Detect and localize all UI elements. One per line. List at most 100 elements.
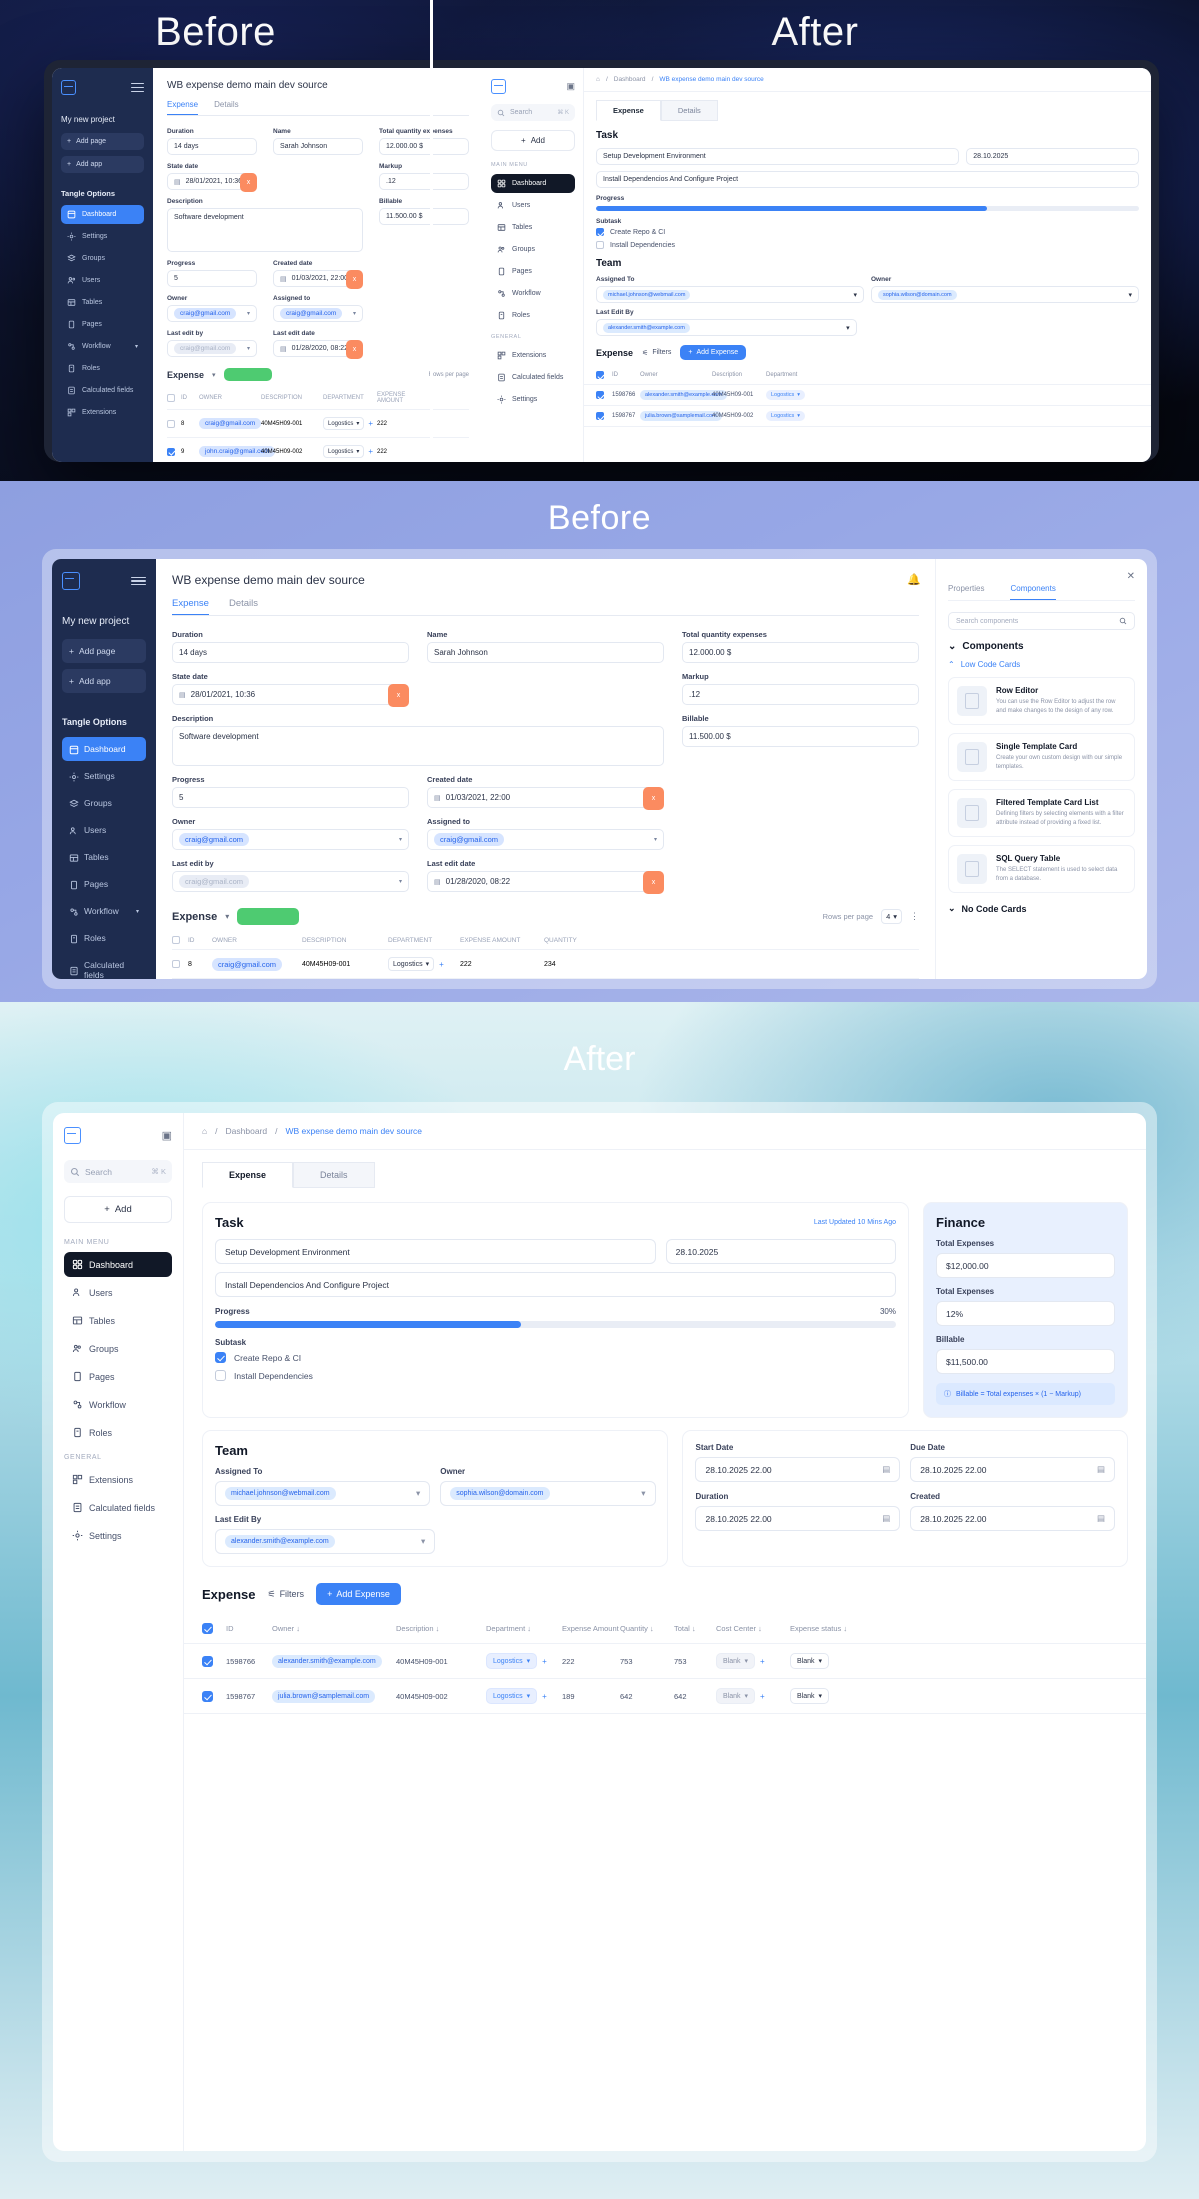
sidebar-item-pages[interactable]: Pages (64, 1364, 172, 1389)
duration-input[interactable]: 14 days (167, 138, 257, 155)
sidebar-item-users[interactable]: Users (491, 196, 575, 215)
component-card[interactable]: Single Template Card Create your own cust… (948, 733, 1135, 781)
sidebar-item-dashboard[interactable]: Dashboard (62, 737, 146, 761)
last-edit-by-select[interactable]: craig@gmail.com ▾ (172, 871, 409, 892)
last-edit-select[interactable]: alexander.smith@example.com ▾ (215, 1529, 436, 1554)
tab-details[interactable]: Details (293, 1162, 375, 1188)
table-row[interactable]: 1598767 julia.brown@samplemail.com 40M45… (584, 406, 1151, 427)
cell-department[interactable]: Logostics ▾ (766, 411, 806, 421)
assigned-select[interactable]: craig@gmail.com ▾ (427, 829, 664, 850)
add-expense-button[interactable]: + Add Expense (316, 1583, 401, 1605)
add-page-button[interactable]: + Add page (61, 133, 144, 150)
task-date-input[interactable]: 28.10.2025 (665, 1239, 896, 1264)
total-expenses-input[interactable]: $12,000.00 (936, 1253, 1115, 1278)
select-all-checkbox[interactable] (596, 371, 604, 379)
progress-input[interactable]: 5 (172, 787, 409, 808)
subtask-item[interactable]: Install Dependencies (596, 241, 1139, 249)
tab-expense[interactable]: Expense (167, 100, 199, 115)
col-id[interactable]: ID (612, 372, 618, 378)
table-row[interactable]: 1598766 alexander.smith@example.com 40M4… (184, 1644, 1146, 1679)
sidebar-item-groups[interactable]: Groups (61, 249, 144, 268)
col-amount[interactable]: EXPENSE AMOUNT (377, 392, 406, 404)
clear-button[interactable]: x (346, 270, 363, 289)
row-checkbox[interactable] (167, 419, 175, 428)
tab-details[interactable]: Details (214, 100, 239, 109)
add-button[interactable]: + Add (64, 1196, 172, 1223)
search-box[interactable]: Search ⌘ K (491, 104, 575, 121)
sidebar-item-extensions[interactable]: Extensions (491, 346, 575, 365)
clear-button[interactable]: x (643, 871, 664, 894)
export-button[interactable] (223, 368, 272, 381)
chevron-down-icon[interactable]: ▾ (212, 371, 216, 379)
cell-department[interactable]: Logostics ▾ (323, 445, 365, 458)
col-id[interactable]: ID (226, 1624, 234, 1633)
cell-cost-center[interactable]: Blank ▾ (716, 1688, 756, 1704)
subtask-checkbox[interactable] (215, 1352, 226, 1363)
table-row[interactable]: 1598766 alexander.smith@example.com 40M4… (584, 385, 1151, 406)
row-checkbox[interactable] (202, 1690, 213, 1702)
markup-input[interactable]: .12 (379, 173, 469, 190)
sidebar-item-groups[interactable]: Groups (62, 791, 146, 815)
state-date-input[interactable]: ▤ 28/01/2021, 10:36 x (172, 684, 409, 707)
sidebar-item-pages[interactable]: Pages (491, 262, 575, 281)
add-page-button[interactable]: + Add page (62, 639, 146, 663)
last-edit-by-select[interactable]: craig@gmail.com ▾ (167, 340, 257, 357)
breadcrumb-dashboard[interactable]: Dashboard (613, 76, 646, 83)
state-date-input[interactable]: ▤ 28/01/2021, 10:36 x (167, 173, 257, 192)
subtask-item[interactable]: Create Repo & CI (215, 1352, 896, 1363)
add-icon[interactable]: + (542, 1656, 547, 1666)
row-checkbox[interactable] (596, 412, 604, 420)
col-department[interactable]: DEPARTMENT (323, 395, 364, 401)
col-quantity[interactable]: Quantity ↓ (620, 1624, 654, 1633)
name-input[interactable]: Sarah Johnson (427, 642, 664, 663)
owner-select[interactable]: sophia.wilson@domain.com ▾ (871, 286, 1139, 303)
total-input[interactable]: 12.000.00 $ (682, 642, 919, 663)
add-icon[interactable]: + (542, 1691, 547, 1701)
sidebar-item-roles[interactable]: Roles (64, 1420, 172, 1445)
clear-button[interactable]: x (346, 340, 363, 359)
col-description[interactable]: Description (712, 372, 743, 378)
created-date-input[interactable]: ▤ 01/03/2021, 22:00 x (273, 270, 363, 289)
sidebar-item-workflow[interactable]: Workflow (491, 284, 575, 303)
menu-toggle-icon[interactable] (131, 81, 144, 95)
row-checkbox[interactable] (202, 1655, 213, 1667)
add-icon[interactable]: + (439, 959, 444, 969)
sidebar-item-users[interactable]: Users (62, 818, 146, 842)
sidebar-item-settings[interactable]: Settings (64, 1523, 172, 1548)
export-button[interactable] (237, 908, 300, 925)
sidebar-item-users[interactable]: Users (64, 1280, 172, 1305)
col-id[interactable]: ID (181, 395, 187, 401)
add-icon[interactable]: + (760, 1691, 765, 1701)
sidebar-item-roles[interactable]: Roles (62, 926, 146, 950)
sidebar-item-tables[interactable]: Tables (62, 845, 146, 869)
task-desc-input[interactable]: Install Dependencios And Configure Proje… (215, 1272, 896, 1297)
cell-expense-status[interactable]: Blank ▾ (790, 1653, 830, 1669)
clear-button[interactable]: x (643, 787, 664, 810)
created-date-input[interactable]: ▤ 01/03/2021, 22:00 x (427, 787, 664, 810)
name-input[interactable]: Sarah Johnson (273, 138, 363, 155)
col-owner[interactable]: Owner ↓ (272, 1624, 300, 1633)
select-all-checkbox[interactable] (167, 394, 175, 402)
col-quantity[interactable]: QUANTITY (544, 936, 577, 944)
filters-button[interactable]: ⚟ Filters (267, 1588, 305, 1600)
due-date-input[interactable]: 28.10.2025 22.00 ▤ (910, 1457, 1116, 1482)
tab-expense[interactable]: Expense (202, 1162, 294, 1188)
sidebar-item-roles[interactable]: Roles (61, 359, 144, 378)
cell-cost-center[interactable]: Blank ▾ (716, 1653, 756, 1669)
sidebar-item-calculated-fields[interactable]: Calculated fields (61, 381, 144, 400)
sidebar-item-extensions[interactable]: Extensions (61, 403, 144, 422)
col-department[interactable]: Department (766, 372, 798, 378)
col-description[interactable]: DESCRIPTION (261, 395, 303, 401)
calendar-icon[interactable]: ▤ (882, 1464, 891, 1474)
task-title-input[interactable]: Setup Development Environment (215, 1239, 656, 1264)
tab-details[interactable]: Details (228, 598, 259, 609)
tab-expense[interactable]: Expense (172, 598, 209, 615)
col-owner[interactable]: Owner (640, 372, 658, 378)
tab-properties[interactable]: Properties (948, 584, 985, 593)
billable-input[interactable]: 11.500.00 $ (379, 208, 469, 225)
table-row[interactable]: 1598767 julia.brown@samplemail.com 40M45… (184, 1679, 1146, 1714)
collapse-sidebar-icon[interactable]: ▣ (566, 81, 575, 91)
sidebar-item-calculated-fields[interactable]: Calculated fields (62, 953, 146, 979)
sidebar-item-groups[interactable]: Groups (64, 1336, 172, 1361)
add-button[interactable]: + Add (491, 130, 575, 151)
